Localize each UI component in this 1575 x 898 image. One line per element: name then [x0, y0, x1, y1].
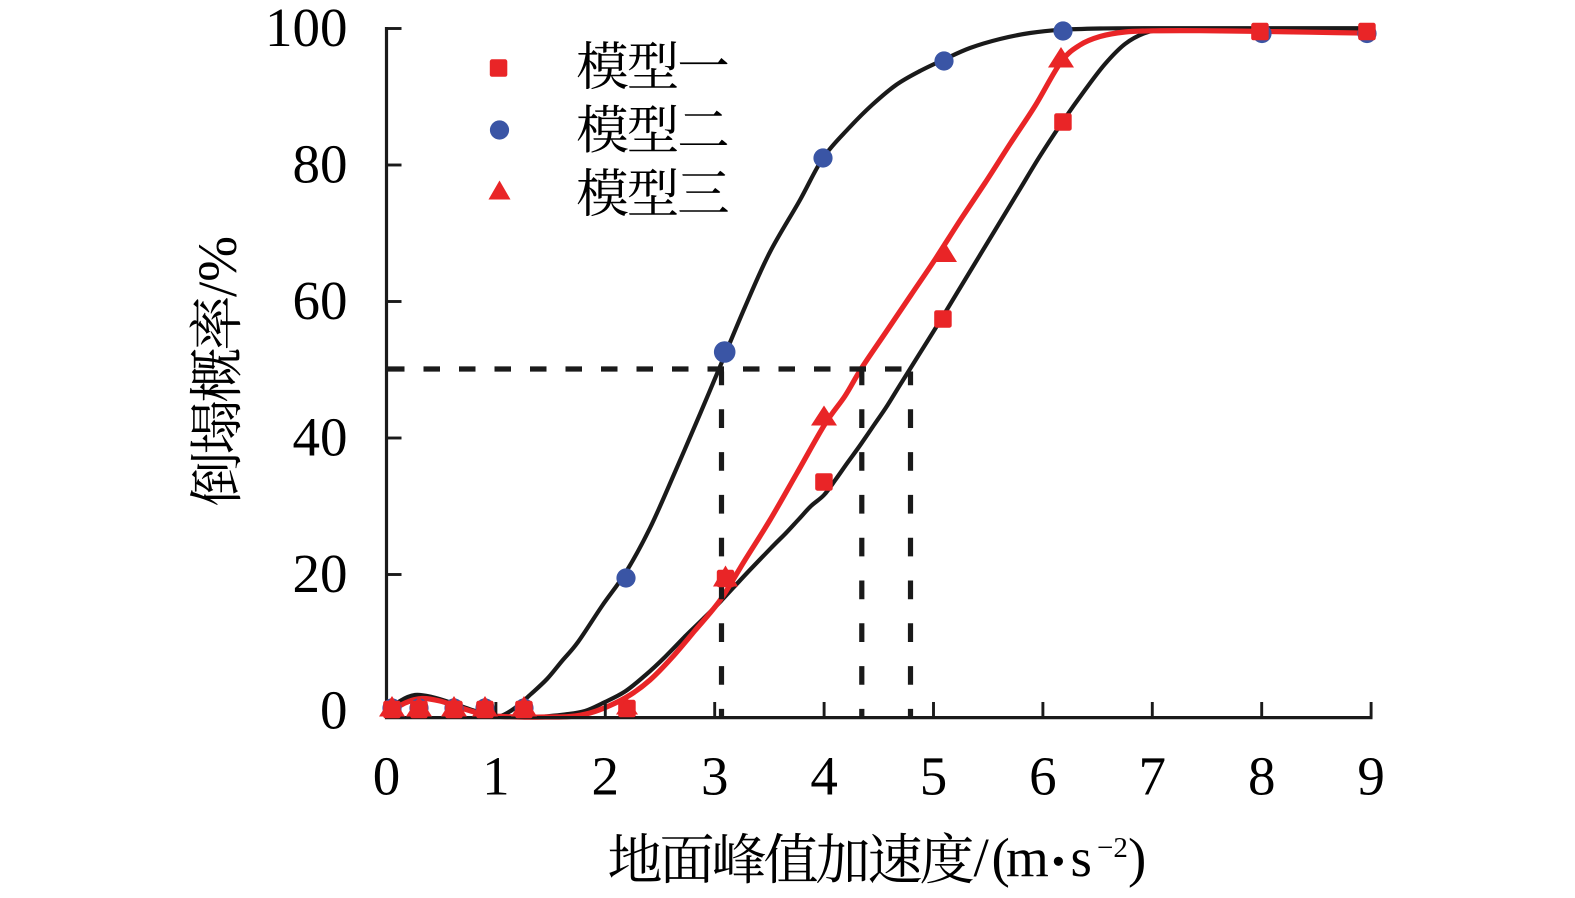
svg-text:3: 3	[701, 746, 729, 807]
svg-text:5: 5	[920, 746, 948, 807]
svg-text:1: 1	[482, 746, 510, 807]
svg-text:2: 2	[592, 746, 620, 807]
svg-text:20: 20	[293, 543, 348, 604]
svg-text:0: 0	[373, 746, 401, 807]
svg-text:0: 0	[320, 679, 348, 740]
svg-text:7: 7	[1139, 746, 1167, 807]
svg-text:9: 9	[1357, 746, 1385, 807]
svg-text:40: 40	[293, 406, 348, 467]
svg-text:80: 80	[293, 133, 348, 194]
svg-text:): )	[1128, 827, 1146, 888]
svg-text:8: 8	[1248, 746, 1276, 807]
svg-text:6: 6	[1029, 746, 1057, 807]
svg-text:(: (	[992, 827, 1010, 888]
svg-text:s: s	[1071, 827, 1092, 888]
svg-text:/%: /%	[187, 236, 248, 297]
svg-text:−2: −2	[1097, 832, 1128, 864]
svg-text:4: 4	[810, 746, 838, 807]
svg-text:60: 60	[293, 270, 348, 331]
svg-text:m: m	[1006, 827, 1049, 888]
svg-text:/: /	[974, 827, 990, 888]
svg-text:100: 100	[265, 0, 348, 58]
